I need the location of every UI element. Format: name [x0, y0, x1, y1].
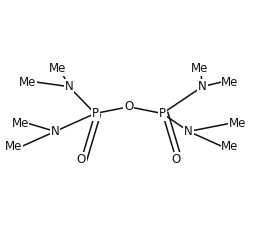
Text: P: P: [158, 107, 165, 120]
Text: P: P: [91, 107, 98, 120]
Text: Me: Me: [49, 62, 66, 75]
Text: Me: Me: [190, 62, 208, 75]
Text: Me: Me: [5, 140, 23, 153]
Text: Me: Me: [220, 76, 237, 89]
Text: O: O: [171, 153, 180, 166]
Text: O: O: [124, 100, 133, 113]
Text: N: N: [197, 80, 206, 93]
Text: N: N: [184, 125, 192, 138]
Text: Me: Me: [19, 76, 36, 89]
Text: O: O: [76, 153, 86, 166]
Text: N: N: [51, 125, 59, 138]
Text: Me: Me: [220, 140, 237, 153]
Text: Me: Me: [11, 117, 29, 130]
Text: N: N: [64, 80, 73, 93]
Text: Me: Me: [228, 117, 245, 130]
